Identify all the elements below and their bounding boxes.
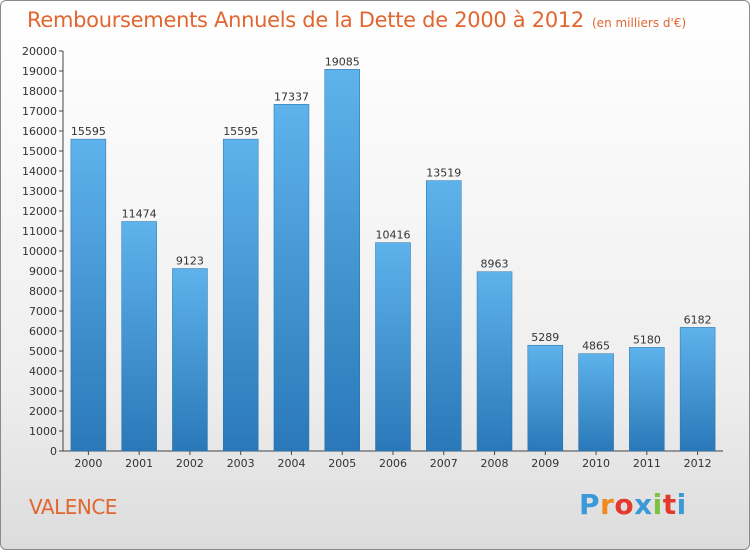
x-tick-label: 2011 — [633, 457, 661, 470]
city-name: VALENCE — [29, 495, 117, 519]
x-tick-label: 2003 — [227, 457, 255, 470]
x-tick-label: 2000 — [74, 457, 102, 470]
bar-value-label: 8963 — [481, 258, 509, 271]
bar — [121, 221, 157, 452]
bar — [273, 104, 310, 452]
y-tick-label: 6000 — [29, 325, 57, 338]
logo-letter: i — [652, 488, 663, 521]
bar — [172, 268, 208, 452]
x-tick-label: 2001 — [125, 457, 153, 470]
x-tick-label: 2006 — [379, 457, 407, 470]
bar-value-label: 15595 — [71, 125, 106, 138]
bar — [222, 138, 259, 452]
y-tick-label: 0 — [50, 445, 57, 458]
logo-letter: t — [662, 488, 677, 521]
chart-title: Remboursements Annuels de la Dette de 20… — [27, 8, 686, 32]
x-tick-label: 2002 — [176, 457, 204, 470]
proxiti-logo: Proxiti — [579, 488, 687, 521]
bar-value-label: 6182 — [684, 313, 712, 326]
x-tick-label: 2008 — [481, 457, 509, 470]
y-tick-label: 10000 — [22, 245, 57, 258]
bar-value-label: 5180 — [633, 333, 661, 346]
axes: 0 1000 2000 3000 4000 5000 6000 7000 8000 9000 100… — [22, 45, 723, 470]
chart-subtitle: (en milliers d'€) — [592, 16, 687, 30]
bar-value-label: 13519 — [426, 167, 461, 180]
x-tick-label: 2007 — [430, 457, 458, 470]
bar — [629, 347, 665, 452]
bar — [375, 242, 411, 452]
bar — [527, 344, 564, 452]
bar — [324, 69, 360, 452]
y-tick-label: 14000 — [22, 165, 57, 178]
bars — [70, 69, 716, 452]
y-tick-label: 18000 — [22, 85, 57, 98]
y-tick-label: 19000 — [22, 65, 57, 78]
x-tick-label: 2005 — [328, 457, 356, 470]
x-tick-label: 2010 — [582, 457, 610, 470]
y-tick-label: 16000 — [22, 125, 57, 138]
bar-value-label: 17337 — [274, 90, 309, 103]
title-text: Remboursements Annuels de la Dette de 20… — [27, 8, 584, 32]
y-tick-label: 2000 — [29, 405, 57, 418]
bar-value-label: 15595 — [223, 125, 258, 138]
bar-value-label: 5289 — [531, 331, 559, 344]
logo-letter: x — [634, 488, 653, 521]
logo-letter: i — [676, 488, 687, 521]
bar — [70, 138, 107, 452]
bar — [679, 327, 716, 452]
logo-letter: r — [600, 488, 615, 521]
y-tick-label: 9000 — [29, 265, 57, 278]
bar-value-label: 19085 — [325, 55, 360, 68]
y-tick-label: 3000 — [29, 385, 57, 398]
data-labels: 15595 11474 9123 15595 17337 19085 10416 13519 8… — [71, 55, 712, 352]
y-tick-label: 4000 — [29, 365, 57, 378]
y-tick-label: 7000 — [29, 305, 57, 318]
x-tick-label: 2012 — [684, 457, 712, 470]
y-tick-label: 5000 — [29, 345, 57, 358]
x-tick-label: 2004 — [277, 457, 305, 470]
bar — [476, 271, 513, 452]
y-tick-label: 11000 — [22, 225, 57, 238]
bar-value-label: 10416 — [376, 229, 411, 242]
y-tick-label: 20000 — [22, 45, 57, 58]
y-tick-label: 12000 — [22, 205, 57, 218]
x-tick-label: 2009 — [531, 457, 559, 470]
bar-value-label: 9123 — [176, 255, 204, 268]
bar-value-label: 4865 — [582, 340, 610, 353]
logo-letter: P — [579, 488, 601, 521]
y-tick-label: 13000 — [22, 185, 57, 198]
logo-letter: o — [614, 488, 635, 521]
bar-value-label: 11474 — [122, 208, 157, 221]
y-tick-label: 1000 — [29, 425, 57, 438]
y-tick-label: 17000 — [22, 105, 57, 118]
bar — [426, 180, 462, 452]
bar — [578, 353, 614, 452]
y-tick-label: 8000 — [29, 285, 57, 298]
y-tick-label: 15000 — [22, 145, 57, 158]
